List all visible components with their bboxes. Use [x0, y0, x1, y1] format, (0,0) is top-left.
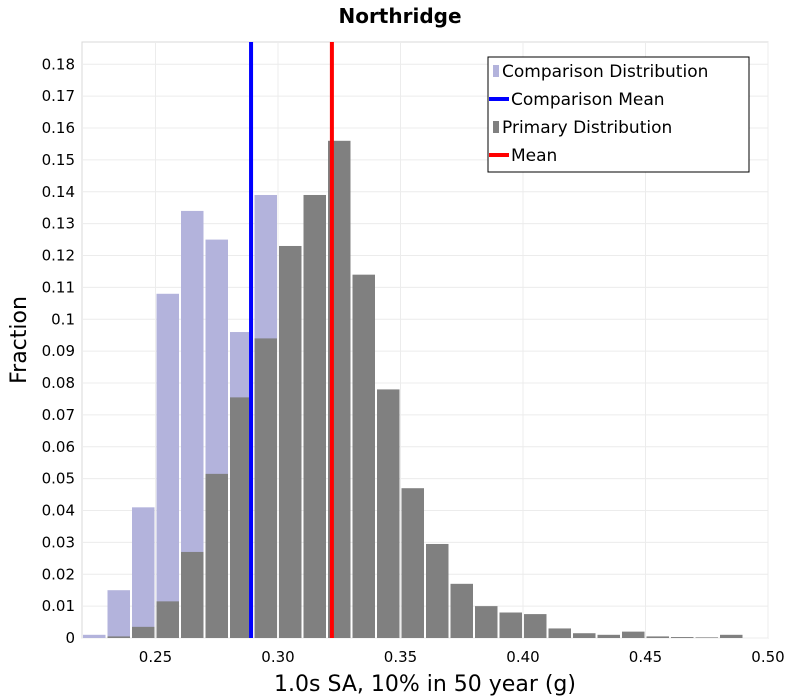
primary-bar: [352, 274, 375, 638]
primary-bar: [671, 637, 694, 638]
y-tick-label: 0.04: [42, 502, 75, 520]
y-axis-title: Fraction: [7, 296, 32, 384]
primary-bars: [107, 140, 743, 639]
primary-bar: [720, 634, 743, 638]
primary-bar: [475, 606, 498, 638]
y-tick-label: 0.07: [42, 406, 75, 424]
primary-bar: [303, 194, 326, 639]
y-tick-label: 0.16: [42, 119, 75, 137]
primary-bar: [205, 473, 228, 638]
y-tick-label: 0.01: [42, 597, 75, 615]
primary-bar: [524, 614, 547, 638]
primary-bar: [279, 245, 302, 638]
mean-lines: [249, 42, 334, 638]
y-tick-label: 0.17: [42, 87, 75, 105]
x-axis-title: 1.0s SA, 10% in 50 year (g): [274, 672, 576, 697]
legend-label: Mean: [511, 146, 557, 166]
comparison-bar: [107, 590, 130, 638]
comparison-bar: [156, 293, 179, 638]
x-tick-label: 0.25: [139, 648, 172, 666]
y-tick-label: 0: [65, 629, 75, 647]
primary-bar: [573, 633, 596, 638]
primary-bar: [401, 488, 424, 638]
primary-bar: [254, 338, 277, 638]
y-tick-label: 0.14: [42, 183, 75, 201]
x-tick-label: 0.45: [629, 648, 662, 666]
y-tick-label: 0.02: [42, 565, 75, 583]
comparison-bar: [181, 210, 204, 638]
legend: Comparison Distribution Comparison Mean Pr…: [487, 56, 750, 173]
y-tick-label: 0.15: [42, 151, 75, 169]
primary-bar: [597, 634, 620, 638]
primary-bar: [181, 551, 204, 638]
primary-bar: [695, 637, 718, 638]
y-tick-label: 0.05: [42, 470, 75, 488]
x-tick-label: 0.30: [261, 648, 294, 666]
primary-bar: [107, 636, 130, 638]
primary-bar: [377, 389, 400, 638]
y-tick-label: 0.1: [51, 310, 75, 328]
primary-bar: [622, 631, 645, 638]
primary-bar: [548, 628, 571, 638]
comparison-bar: [83, 634, 106, 638]
primary-bar: [499, 612, 522, 638]
primary-bar: [646, 636, 669, 638]
primary-bar: [156, 601, 179, 638]
legend-box: [487, 56, 750, 173]
y-tick-label: 0.08: [42, 374, 75, 392]
x-tick-label: 0.35: [384, 648, 417, 666]
y-tick-label: 0.09: [42, 342, 75, 360]
y-axis-ticks: 0 0.01 0.02 0.03 0.04 0.05 0.06 0.07 0.08 0.09 0.1…: [42, 55, 75, 647]
comparison-bar: [132, 507, 155, 638]
y-tick-label: 0.12: [42, 247, 75, 265]
primary-bar: [230, 397, 253, 638]
y-tick-label: 0.03: [42, 533, 75, 551]
primary-bar: [132, 626, 155, 638]
y-tick-label: 0.11: [42, 278, 75, 296]
y-tick-label: 0.18: [42, 55, 75, 73]
primary-bar: [426, 543, 449, 638]
x-axis-ticks: 0.25 0.30 0.35 0.40 0.45 0.50: [139, 648, 785, 666]
x-tick-label: 0.40: [506, 648, 539, 666]
legend-label: Comparison Mean: [511, 90, 665, 110]
legend-label: Comparison Distribution: [502, 62, 708, 82]
chart-title: Northridge: [338, 4, 461, 28]
x-tick-label: 0.50: [751, 648, 784, 666]
legend-label: Primary Distribution: [502, 118, 672, 138]
primary-bar: [450, 583, 473, 638]
y-tick-label: 0.13: [42, 215, 75, 233]
y-tick-label: 0.06: [42, 438, 75, 456]
legend-swatch: [493, 121, 499, 133]
legend-swatch: [493, 65, 499, 77]
